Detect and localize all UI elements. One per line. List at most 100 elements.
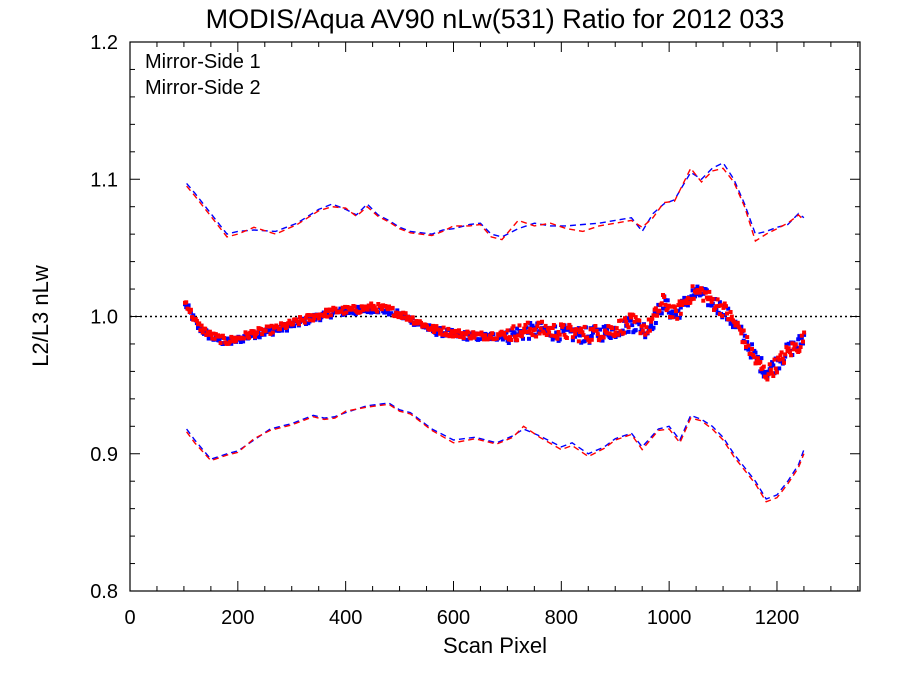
data-point — [598, 327, 603, 332]
data-point — [665, 298, 670, 303]
data-point — [650, 316, 655, 321]
data-point — [255, 334, 260, 339]
data-point — [457, 328, 461, 333]
data-point — [748, 351, 753, 356]
data-point — [440, 332, 445, 337]
data-point — [573, 331, 578, 336]
data-point — [717, 312, 722, 317]
data-point — [548, 325, 553, 330]
data-point — [429, 326, 434, 330]
data-point — [510, 326, 515, 331]
data-point — [460, 331, 465, 336]
data-point — [229, 334, 234, 339]
data-point — [204, 333, 209, 337]
data-point — [436, 327, 441, 332]
data-point — [605, 327, 610, 332]
data-point — [364, 304, 369, 309]
data-point — [710, 297, 715, 301]
data-point — [618, 329, 623, 334]
data-point — [434, 324, 439, 329]
data-point — [561, 322, 566, 327]
data-point — [350, 307, 355, 312]
data-point — [651, 313, 656, 318]
data-point — [766, 369, 771, 374]
data-point — [419, 320, 423, 325]
data-point — [589, 334, 594, 338]
data-point — [685, 303, 690, 308]
data-point — [770, 360, 775, 365]
data-point — [489, 335, 493, 340]
data-point — [581, 333, 586, 338]
data-point — [643, 332, 648, 337]
data-point — [592, 328, 597, 333]
data-point — [740, 340, 745, 345]
upper-envelope-line — [186, 161, 805, 238]
data-point — [365, 307, 370, 312]
data-point — [663, 302, 668, 307]
data-point — [642, 323, 646, 328]
data-point — [661, 306, 665, 311]
data-point — [368, 304, 372, 309]
data-point — [471, 330, 476, 335]
x-axis-label: Scan Pixel — [443, 633, 547, 658]
data-point — [709, 299, 714, 304]
data-point — [601, 335, 606, 340]
data-point — [694, 290, 699, 295]
data-point — [720, 313, 725, 318]
data-point — [311, 318, 316, 323]
data-point — [464, 332, 469, 337]
data-point — [321, 314, 326, 319]
data-point — [479, 330, 484, 335]
y-tick-label: 0.8 — [90, 581, 118, 603]
x-tick-label: 0 — [124, 607, 135, 629]
data-point — [372, 305, 377, 310]
data-point — [680, 303, 684, 307]
data-point — [292, 324, 297, 329]
data-point — [773, 366, 778, 371]
data-point — [688, 300, 693, 305]
y-tick-label: 1.2 — [90, 32, 118, 54]
data-point — [433, 326, 438, 331]
data-point — [678, 311, 683, 316]
data-point — [362, 304, 367, 309]
data-point — [257, 335, 262, 340]
data-point — [512, 331, 517, 336]
data-point — [458, 334, 463, 339]
data-point — [341, 311, 346, 316]
data-point — [358, 309, 363, 314]
data-point — [691, 296, 696, 301]
data-point — [670, 309, 675, 314]
data-point — [549, 333, 554, 338]
data-point — [638, 331, 643, 336]
data-point — [343, 304, 348, 309]
data-point — [723, 304, 728, 309]
data-point — [330, 308, 335, 313]
data-point — [502, 331, 507, 335]
data-point — [447, 334, 452, 339]
data-point — [375, 309, 380, 314]
data-point — [738, 327, 743, 332]
data-point — [524, 325, 529, 330]
data-point — [665, 306, 670, 311]
data-point — [787, 350, 792, 355]
data-point — [547, 330, 552, 335]
data-point — [674, 309, 678, 314]
mirror-side-1-series — [183, 161, 807, 500]
data-point — [653, 321, 658, 325]
data-point — [771, 363, 776, 368]
data-point — [441, 325, 446, 330]
data-point — [559, 322, 563, 327]
data-point — [765, 377, 770, 382]
mirror-side-2-series — [183, 166, 807, 503]
data-point — [690, 284, 695, 289]
data-point — [557, 332, 562, 337]
data-point — [266, 329, 270, 334]
data-point — [649, 319, 654, 324]
data-point — [784, 345, 789, 350]
data-point — [745, 340, 750, 345]
data-point — [647, 325, 652, 330]
data-point — [229, 341, 234, 346]
data-point — [799, 336, 804, 341]
data-point — [234, 338, 238, 343]
data-point — [188, 307, 193, 312]
